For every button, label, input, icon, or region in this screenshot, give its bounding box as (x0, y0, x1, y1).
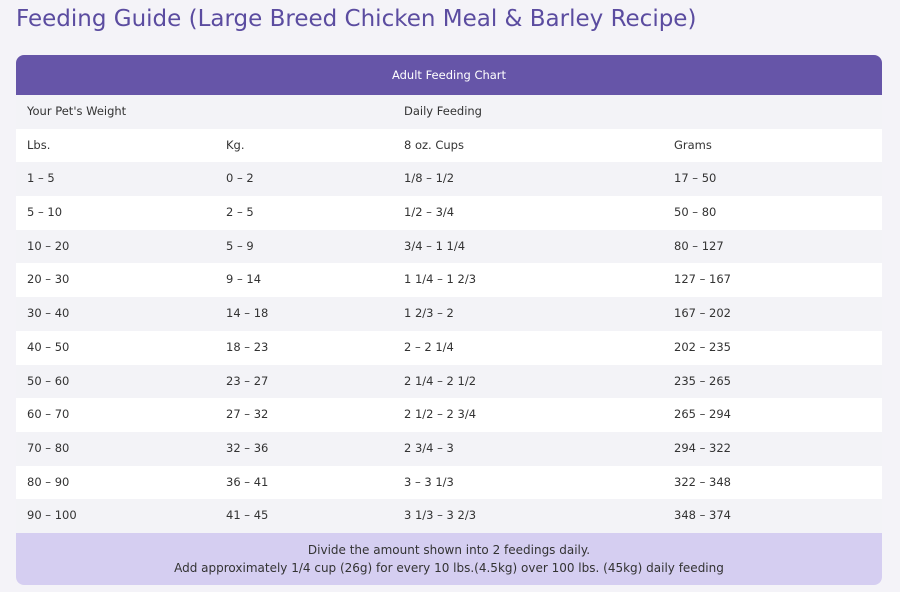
table-row: 50 – 60 23 – 27 2 1/4 – 2 1/2 235 – 265 (16, 364, 882, 399)
table-caption: Adult Feeding Chart (16, 55, 882, 95)
table-row: 5 – 10 2 – 5 1/2 – 3/4 50 – 80 (16, 196, 882, 230)
column-header: 8 oz. Cups (404, 137, 464, 152)
table-cell: 2 – 2 1/4 (404, 339, 454, 354)
table-row: 60 – 70 27 – 32 2 1/2 – 2 3/4 265 – 294 (16, 398, 882, 432)
table-cell: 202 – 235 (674, 339, 731, 354)
group-header-row: Your Pet's Weight Daily Feeding (16, 95, 882, 129)
table-cell: 40 – 50 (27, 339, 70, 354)
table-cell: 36 – 41 (226, 474, 269, 489)
table-cell: 322 – 348 (674, 474, 731, 489)
table-cell: 127 – 167 (674, 272, 731, 287)
table-cell: 50 – 80 (674, 205, 717, 220)
table-cell: 17 – 50 (674, 171, 717, 186)
column-header: Kg. (226, 137, 245, 152)
column-header-row: Lbs. Kg. 8 oz. Cups Grams (16, 129, 882, 163)
table-body: Your Pet's Weight Daily Feeding Lbs. Kg. 8 o… (16, 95, 882, 533)
note-line: Divide the amount shown into 2 feedings … (307, 542, 591, 557)
table-cell: 5 – 9 (226, 238, 254, 253)
table-row: 80 – 90 36 – 41 3 – 3 1/3 322 – 348 (16, 466, 882, 500)
table-cell: 70 – 80 (27, 440, 70, 455)
table-cell: 60 – 70 (27, 407, 70, 422)
table-cell: 10 – 20 (27, 238, 70, 253)
table-cell: 265 – 294 (674, 407, 731, 422)
table-cell: 294 – 322 (674, 440, 731, 455)
table-cell: 18 – 23 (226, 339, 269, 354)
table-row: 10 – 20 5 – 9 3/4 – 1 1/4 80 – 127 (16, 229, 882, 264)
table-cell: 235 – 265 (674, 373, 731, 388)
table-cell: 90 – 100 (27, 508, 77, 523)
table-cell: 32 – 36 (226, 440, 269, 455)
group-header: Daily Feeding (404, 104, 482, 118)
note-line: Add approximately 1/4 cup (26g) for ever… (174, 560, 724, 575)
table-cell: 41 – 45 (226, 508, 269, 523)
table-cell: 1 2/3 – 2 (404, 306, 454, 321)
table-cell: 2 1/4 – 2 1/2 (404, 373, 477, 388)
table-cell: 167 – 202 (674, 306, 731, 321)
table-cell: 2 3/4 – 3 (404, 440, 454, 455)
table-row: 20 – 30 9 – 14 1 1/4 – 1 2/3 127 – 167 (16, 263, 882, 297)
table-cell: 1/2 – 3/4 (404, 205, 455, 220)
table-cell: 2 – 5 (226, 205, 254, 220)
table-row: 40 – 50 18 – 23 2 – 2 1/4 202 – 235 (16, 331, 882, 365)
table-cell: 1 1/4 – 1 2/3 (404, 272, 477, 287)
table-cell: 23 – 27 (226, 373, 269, 388)
table-cell: 27 – 32 (226, 407, 269, 422)
table-cell: 9 – 14 (226, 272, 262, 287)
table-cell: 348 – 374 (674, 508, 731, 523)
table-cell: 5 – 10 (27, 205, 63, 220)
group-header: Your Pet's Weight (27, 104, 127, 118)
table-cell: 1/8 – 1/2 (404, 171, 455, 186)
column-header: Lbs. (27, 137, 51, 152)
table-cell: 3/4 – 1 1/4 (404, 238, 466, 253)
page-title: Feeding Guide (Large Breed Chicken Meal … (16, 6, 697, 32)
feeding-table: Adult Feeding Chart Your Pet's Weight Dai… (16, 55, 882, 585)
table-cell: 50 – 60 (27, 373, 70, 388)
table-cell: 1 – 5 (27, 171, 55, 186)
table-cell: 80 – 127 (674, 238, 724, 253)
table-cell: 2 1/2 – 2 3/4 (404, 407, 477, 422)
column-header: Grams (674, 137, 712, 152)
table-cell: 20 – 30 (27, 272, 70, 287)
table-cell: 14 – 18 (226, 306, 269, 321)
table-notes: Divide the amount shown into 2 feedings … (16, 532, 882, 585)
table-row: 1 – 5 0 – 2 1/8 – 1/2 17 – 50 (16, 162, 882, 197)
table-cell: 0 – 2 (226, 171, 254, 186)
table-cell: 3 – 3 1/3 (404, 474, 454, 489)
table-row: 90 – 100 41 – 45 3 1/3 – 3 2/3 348 – 374 (16, 499, 882, 533)
table-row: 30 – 40 14 – 18 1 2/3 – 2 167 – 202 (16, 297, 882, 331)
table-cell: 80 – 90 (27, 474, 70, 489)
table-cell: 30 – 40 (27, 306, 70, 321)
table-row: 70 – 80 32 – 36 2 3/4 – 3 294 – 322 (16, 431, 882, 466)
table-cell: 3 1/3 – 3 2/3 (404, 508, 477, 523)
